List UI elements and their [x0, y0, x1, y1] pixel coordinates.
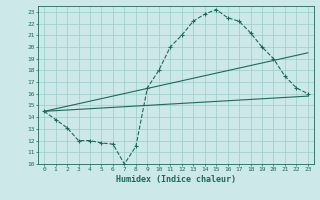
X-axis label: Humidex (Indice chaleur): Humidex (Indice chaleur)	[116, 175, 236, 184]
